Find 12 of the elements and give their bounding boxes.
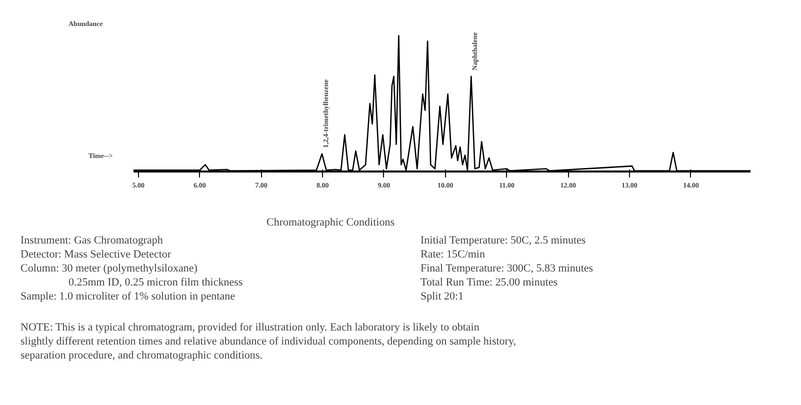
text: NOTE: This is a typical chromatogram, provided for illustration only. Each laboratory is likely to obtain slightly different retention times and relative abundance of individual components, depending on sample history, separation procedure, and chromatographic conditions. (20, 322, 516, 362)
text: Column: 30 meter (polymethylsiloxane) (20, 262, 198, 274)
text: Initial Temperature: 50C, 2.5 minutes (420, 234, 586, 246)
text: Split 20:1 (420, 290, 464, 302)
text: Total Run Time: 25.00 minutes (420, 276, 558, 288)
text: Detector: Mass Selective Detector (20, 248, 172, 260)
text: Chromatographic Conditions (266, 216, 395, 228)
text: 0.25mm ID, 0.25 micron film thickness (68, 276, 243, 288)
text: Instrument: Gas Chromatograph (20, 234, 164, 246)
text: Rate: 15C/min (420, 248, 486, 260)
text: Final Temperature: 300C, 5.83 minutes (420, 262, 594, 274)
text: Sample: 1.0 microliter of 1% solution in pentane (20, 290, 236, 302)
